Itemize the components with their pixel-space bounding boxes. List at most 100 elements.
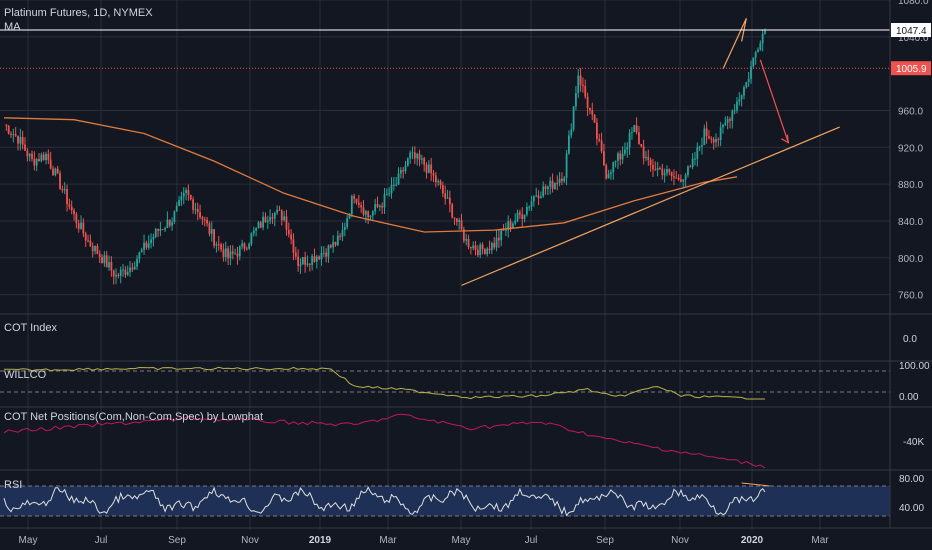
candle-down [432, 173, 435, 176]
candle-down [264, 216, 267, 223]
candle-up [395, 184, 398, 186]
wedge-line [722, 18, 747, 70]
candle-up [185, 190, 187, 193]
cot-index-title[interactable]: COT Index [4, 322, 57, 334]
candle-down [638, 132, 640, 145]
candle-down [441, 185, 444, 194]
candle-down [619, 153, 622, 160]
candle-up [458, 220, 461, 222]
time-axis-label: Mar [379, 535, 397, 546]
candle-up [740, 95, 743, 100]
candle-down [220, 244, 222, 250]
candle-up [446, 197, 449, 199]
candle-down [518, 212, 521, 215]
time-axis-label: Jul [525, 535, 538, 546]
last-price-label: 1005.9 [896, 64, 927, 75]
candle-down [708, 136, 710, 139]
candle-down [87, 240, 89, 242]
candle-down [680, 179, 682, 182]
candle-up [409, 152, 412, 159]
candle-up [122, 269, 124, 271]
candle-up [374, 204, 377, 212]
time-axis-label: May [19, 535, 38, 546]
candle-down [582, 84, 584, 86]
candle-down [75, 214, 78, 224]
candle-down [425, 164, 428, 173]
candle-down [434, 175, 437, 183]
candle-up [759, 43, 762, 50]
candle-down [17, 135, 19, 144]
candle-down [313, 256, 316, 262]
candle-down [640, 144, 643, 147]
time-axis-label: 2019 [309, 535, 332, 546]
candle-up [210, 229, 213, 234]
candle-down [460, 220, 463, 230]
time-axis-label: Mar [811, 535, 829, 546]
candle-up [754, 52, 757, 58]
candle-down [591, 110, 594, 115]
candle-up [722, 124, 724, 128]
candle-up [332, 241, 335, 248]
rsi-title[interactable]: RSI [4, 479, 23, 491]
price-axis-tick: 920.0 [898, 143, 923, 154]
candle-down [677, 178, 680, 180]
candle-down [280, 210, 283, 221]
candle-up [343, 227, 346, 230]
candle-up [703, 128, 706, 145]
candle-up [617, 153, 619, 161]
candle-up [154, 228, 157, 238]
candle-up [276, 209, 279, 213]
candle-up [696, 147, 699, 159]
time-axis-label: Sep [596, 535, 614, 546]
candle-down [381, 205, 384, 208]
moving-average-line [3, 117, 738, 233]
candle-down [474, 245, 477, 250]
candle-up [621, 153, 624, 160]
indicator-panes[interactable] [0, 366, 890, 517]
candle-down [362, 207, 365, 215]
candle-up [54, 168, 57, 176]
candle-up [624, 149, 626, 154]
candle-up [715, 139, 717, 143]
candle-up [241, 243, 244, 247]
candle-up [136, 258, 138, 267]
candle-down [635, 125, 638, 133]
candle-up [119, 269, 122, 276]
candle-down [586, 96, 589, 108]
candle-up [507, 221, 510, 230]
candle-up [504, 229, 507, 231]
candle-down [325, 252, 328, 257]
candle-up [152, 237, 155, 240]
candle-up [147, 243, 150, 248]
candle-down [112, 270, 115, 277]
candle-down [596, 122, 598, 139]
candle-up [171, 222, 173, 226]
candle-down [89, 240, 92, 247]
rsi-band [0, 486, 890, 516]
willco-title[interactable]: WILLCO [4, 369, 47, 381]
candle-down [38, 158, 40, 162]
candle-down [353, 196, 356, 199]
candle-down [670, 171, 673, 177]
candle-down [444, 193, 447, 199]
candle-up [173, 211, 176, 223]
candle-up [479, 244, 482, 256]
netpos-title[interactable]: COT Net Positions(Com,Non-Com,Spec) by L… [4, 411, 264, 423]
candle-down [705, 128, 708, 137]
candle-up [164, 228, 166, 230]
candle-up [283, 216, 286, 221]
candle-up [327, 245, 330, 257]
price-pane[interactable] [0, 18, 890, 286]
candle-up [486, 248, 489, 255]
candle-up [315, 256, 318, 262]
candle-down [584, 85, 587, 97]
ma-indicator-label[interactable]: MA [4, 21, 21, 33]
candle-down [710, 138, 713, 140]
candle-up [535, 195, 538, 197]
candle-down [82, 222, 85, 234]
candle-up [757, 49, 759, 53]
candle-down [598, 138, 601, 141]
candle-up [516, 212, 519, 221]
candle-down [24, 144, 26, 151]
